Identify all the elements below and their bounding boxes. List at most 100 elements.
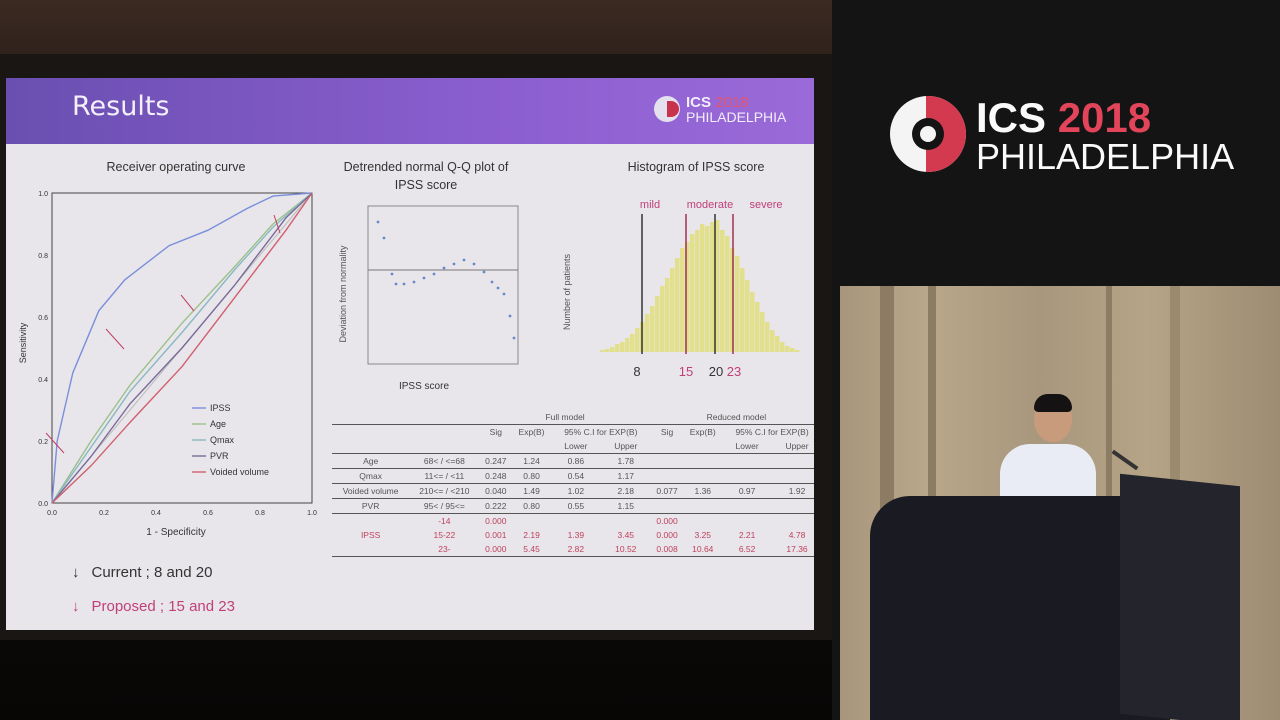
table-cell: 1.36 [694,486,712,496]
legend-label: Qmax [210,435,235,445]
hist-bar [635,328,640,352]
histogram-chart: Number of patients mild moderate severe … [562,199,800,379]
hist-label-moderate: moderate [687,199,733,211]
table-cell: 95< / 95<= [423,501,465,511]
legend-label: Voided volume [210,467,269,477]
table-cell: 1.17 [617,471,635,481]
table-cell [651,499,684,514]
logo-year: 2018 [1057,94,1152,141]
table-cell [772,499,814,514]
logistic-regression-table: Full model Reduced model Sig Exp(B) 95% C.I … [332,410,814,557]
hist-bar [720,230,725,352]
table-cell: 0.008 [656,544,678,554]
hist-cutoff-23: 23 [727,364,741,379]
hist-bar [630,334,635,352]
slide-logo-year: 2018 [715,94,749,111]
qq-point [496,286,500,290]
table-cell: 1.92 [788,486,806,496]
table-cell: 0.040 [485,486,507,496]
hist-cutoff-8: 8 [633,364,640,379]
roc-title: Receiver operating curve [106,160,246,174]
legend-label: PVR [210,451,229,461]
table-cell: Reduced model [706,412,767,422]
qq-point [512,336,516,340]
down-arrow-icon: ↓ [72,564,80,581]
qq-ylabel: Deviation from normality [338,245,348,343]
table-cell [332,439,409,454]
slide-logo-ics: ICS [686,94,712,111]
qq-point [482,270,486,274]
table-cell [722,499,772,514]
ics-emblem-icon [890,96,966,172]
table-cell [332,514,409,529]
hist-bar [760,312,765,352]
table-cell: 1.02 [567,486,585,496]
slide-logo-city: PHILADELPHIA [686,109,787,125]
speaker [1000,394,1096,514]
legend-label: IPSS [210,403,231,413]
hist-bar [670,268,675,352]
qq-point [442,266,446,270]
roc-xtick: 0.0 [47,510,57,517]
podium-front [1120,473,1240,720]
table-row: PVR 95< / 95<= 0.222 0.80 0.55 1.15 [332,499,814,514]
qq-point [472,262,476,266]
roc-ytick: 0.4 [38,377,48,384]
roc-ytick: 0.6 [38,315,48,322]
hist-bar [695,230,700,352]
hist-bar [775,336,780,352]
hist-bar [745,280,750,352]
hist-bar [625,338,630,352]
qq-point [394,282,398,286]
table-cell [512,439,551,454]
table-cell: -14 [438,516,451,526]
table-cell [479,439,512,454]
slide-logo: ICS 2018 PHILADELPHIA [654,94,786,128]
hist-bar [770,330,775,352]
table-cell [683,454,722,469]
table-cell: Upper [614,441,638,451]
table-cell: PVR [361,501,380,511]
roc-xtick: 0.6 [203,510,213,517]
qq-title-line1: Detrended normal Q-Q plot of [343,160,509,174]
table-cell: 0.000 [656,530,678,540]
note-proposed: ↓ Proposed ; 15 and 23 [72,598,235,615]
table-cell: 6.52 [738,544,756,554]
table-cell [332,542,409,557]
table-cell: 0.80 [523,471,540,481]
table-cell: 0.000 [485,544,507,554]
roc-line-qmax [51,192,313,504]
hist-bar [790,348,795,352]
table-cell: Full model [545,412,585,422]
table-cell [332,425,409,440]
table-cell: Exp(B) [689,427,716,437]
table-cell [722,514,772,529]
table-cell: 1.49 [523,486,540,496]
hist-bar [795,350,800,352]
table-cell: 0.000 [656,516,678,526]
table-cell: 15-22 [433,530,456,540]
hist-bar [610,347,615,352]
hist-bar [620,342,625,352]
table-cell: Qmax [359,471,382,481]
microphone [1111,449,1139,471]
table-cell [722,469,772,484]
table-cell: Lower [564,441,588,451]
table-cell [683,514,722,529]
roc-ylabel: Sensitivity [18,322,28,363]
slide-title: Results [72,91,170,122]
qq-xlabel: IPSS score [398,381,450,392]
table-cell: 1.39 [567,530,585,540]
hist-bar [780,342,785,352]
hist-bar [600,350,605,352]
table-cell [772,454,814,469]
hist-bar [645,314,650,352]
table-cell: Sig [489,427,502,437]
hist-bar [665,278,670,352]
legend-label: Age [210,419,226,429]
hist-bar [675,258,680,352]
qq-point [390,272,394,276]
table-cell: Sig [660,427,674,437]
table-cell: 95% C.I for EXP(B) [564,427,638,437]
qq-point [432,272,436,276]
